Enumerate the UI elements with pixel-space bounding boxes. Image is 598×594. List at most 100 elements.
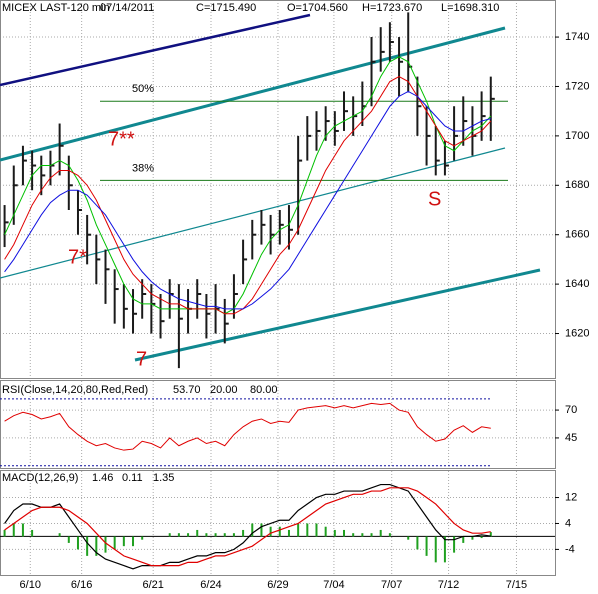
histogram-bar (187, 533, 190, 537)
histogram-bar (443, 536, 446, 563)
y-tick-label: 1660 (565, 229, 589, 241)
readout: C=1715.490 (196, 2, 256, 14)
readout: 20.00 (210, 384, 238, 396)
histogram-bar (113, 536, 116, 550)
y-tick-label: 1680 (565, 179, 589, 191)
x-tick-label: 6/16 (71, 579, 92, 591)
y-tick-label: 4 (565, 517, 571, 529)
histogram-bar (67, 536, 70, 543)
trend-lines (0, 13, 541, 362)
readout: 53.70 (173, 384, 201, 396)
histogram-bar (370, 533, 373, 537)
histogram-bar (141, 536, 144, 540)
panel-frame (0, 380, 556, 469)
y-tick-label: 1720 (565, 80, 589, 92)
histogram-bar (12, 523, 15, 537)
histogram-bar (471, 536, 474, 540)
readout: O=1704.560 (287, 2, 348, 14)
y-tick-label: 1620 (565, 327, 589, 339)
histogram-bar (260, 523, 263, 537)
series-line (4, 56, 492, 315)
panel-title: RSI(Close,14,20,80,Red,Red) (2, 384, 148, 396)
histogram-bar (416, 536, 419, 550)
readout: MICEX LAST-120 min (2, 2, 110, 14)
annotation: S (428, 188, 441, 210)
panel-frame (0, 0, 556, 379)
histogram-bar (352, 533, 355, 537)
trend-line (134, 268, 541, 362)
x-tick-label: 6/21 (142, 579, 163, 591)
histogram-bar (453, 536, 456, 553)
histogram-bar (223, 533, 226, 537)
x-tick-label: 6/10 (20, 579, 41, 591)
y-tick-label: 1740 (565, 31, 589, 43)
readout: 1.35 (153, 472, 174, 484)
histogram-bar (132, 536, 135, 547)
series-line (4, 90, 491, 310)
histogram-bar (58, 533, 61, 537)
histogram-bar (95, 536, 98, 556)
annotation: 7** (108, 128, 135, 150)
histogram-bar (480, 536, 483, 539)
x-tick-label: 6/24 (200, 579, 221, 591)
readout: 07/14/2011 (100, 2, 154, 14)
histogram-bar (315, 523, 318, 537)
histogram-bar (287, 529, 290, 537)
y-tick-label: 1700 (565, 130, 589, 142)
x-tick-label: 6/29 (267, 579, 288, 591)
x-tick-label: 7/04 (323, 579, 344, 591)
annotation: 7 (136, 348, 147, 370)
histogram-bar (269, 526, 272, 537)
histogram-bar (251, 523, 254, 537)
histogram-bar (343, 529, 346, 537)
grid (0, 0, 555, 575)
histogram-bar (214, 533, 217, 537)
histogram-bar (232, 533, 235, 537)
histogram-bar (434, 536, 437, 563)
y-tick-label: -4 (565, 543, 575, 555)
series-line (4, 402, 491, 451)
x-tick-label: 7/12 (438, 579, 459, 591)
panel-title: MACD(12,26,9) (2, 472, 78, 484)
series-line (4, 76, 492, 315)
level-label: 38% (132, 162, 154, 174)
histogram-bar (3, 529, 6, 537)
histogram-bar (196, 529, 199, 537)
readout: H=1723.670 (362, 2, 422, 14)
histogram-bar (462, 536, 465, 543)
histogram-bar (242, 529, 245, 537)
trend-line (0, 147, 506, 279)
histogram-bar (333, 529, 336, 537)
histogram-bar (324, 526, 327, 537)
x-tick-label: 7/15 (506, 579, 527, 591)
y-tick-label: 12 (565, 491, 577, 503)
y-tick-label: 45 (565, 432, 577, 444)
histogram-bar (21, 523, 24, 537)
y-tick-label: 1640 (565, 278, 589, 290)
series-line (4, 483, 491, 570)
x-tick-label: 7/07 (381, 579, 402, 591)
histogram-bar (278, 526, 281, 537)
histogram-bar (489, 532, 492, 537)
histogram-bar (31, 529, 34, 537)
histogram-bar (86, 536, 89, 556)
histogram-bar (407, 536, 410, 540)
histogram-bar (425, 536, 428, 556)
histogram-bar (76, 536, 79, 550)
readout: 1.46 (92, 472, 113, 484)
histogram-bar (306, 523, 309, 537)
histogram-bar (168, 533, 171, 537)
trend-line (0, 26, 506, 162)
annotation: 7* (68, 246, 87, 268)
readout: 80.00 (250, 384, 278, 396)
histogram-bar (388, 533, 391, 537)
histogram-bar (104, 536, 107, 553)
histogram-bar (122, 536, 125, 547)
trend-line (0, 13, 311, 87)
y-tick-label: 70 (565, 404, 577, 416)
level-label: 50% (132, 83, 154, 95)
histogram-bar (361, 533, 364, 537)
histogram-bar (205, 533, 208, 537)
